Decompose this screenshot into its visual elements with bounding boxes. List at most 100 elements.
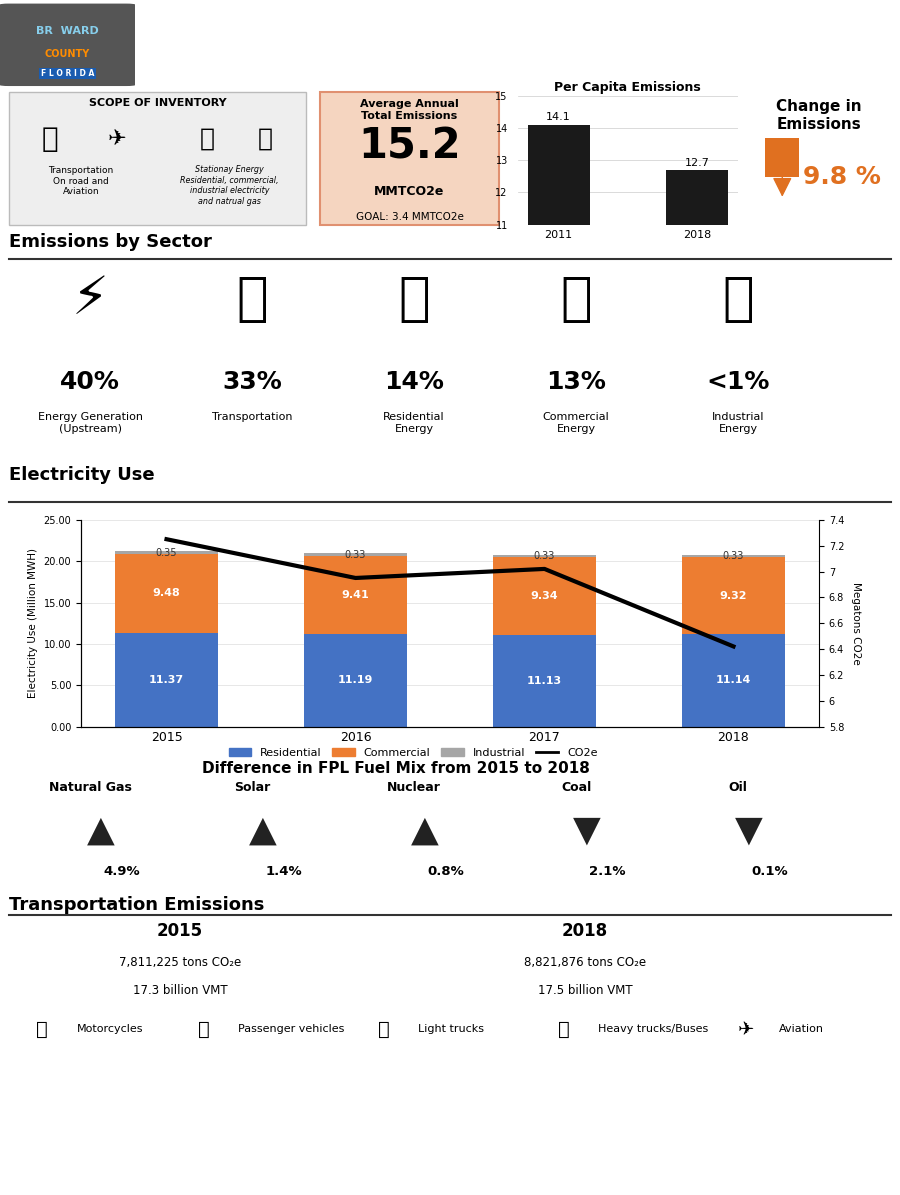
Text: 🏢: 🏢 (560, 272, 592, 325)
Text: 🚗: 🚗 (198, 1019, 210, 1038)
FancyBboxPatch shape (9, 92, 306, 225)
Text: SCOPE OF INVENTORY: SCOPE OF INVENTORY (89, 98, 226, 108)
Text: ▼: ▼ (735, 814, 762, 847)
Bar (492, 557, 597, 635)
Text: 17.3 billion VMT: 17.3 billion VMT (132, 983, 228, 997)
Text: Oil: Oil (729, 782, 747, 795)
Title: Per Capita Emissions: Per Capita Emissions (554, 81, 701, 94)
Text: Change in
Emissions: Change in Emissions (776, 99, 862, 131)
Text: Motorcycles: Motorcycles (76, 1024, 143, 1034)
Text: 2015: 2015 (157, 921, 203, 939)
Legend: Residential, Commercial, Industrial, CO2e: Residential, Commercial, Industrial, CO2… (224, 743, 602, 762)
Bar (303, 635, 408, 727)
Bar (492, 554, 597, 557)
FancyBboxPatch shape (320, 92, 500, 225)
Text: 0.33: 0.33 (534, 551, 555, 560)
Text: 14.1: 14.1 (546, 112, 571, 122)
Text: 0.1%: 0.1% (752, 865, 788, 878)
Text: Residential
Energy: Residential Energy (383, 412, 445, 434)
Bar (681, 557, 786, 635)
Text: Transportation
On road and
Aviation: Transportation On road and Aviation (49, 166, 113, 196)
Text: Light trucks: Light trucks (418, 1024, 484, 1034)
Bar (303, 553, 408, 556)
Text: 15.2: 15.2 (358, 125, 461, 167)
Text: Natural Gas: Natural Gas (49, 782, 131, 795)
Text: Passenger vehicles: Passenger vehicles (238, 1024, 345, 1034)
Text: MMTCO2e: MMTCO2e (374, 185, 445, 197)
Text: 🏍: 🏍 (36, 1019, 48, 1038)
Text: Heavy trucks/Buses: Heavy trucks/Buses (598, 1024, 709, 1034)
Text: 14%: 14% (384, 370, 444, 394)
Text: Difference in FPL Fuel Mix from 2015 to 2018: Difference in FPL Fuel Mix from 2015 to … (202, 760, 590, 776)
Text: 9.32: 9.32 (720, 590, 747, 601)
Text: 2018: 2018 (562, 921, 608, 939)
Text: ✈: ✈ (738, 1019, 754, 1038)
Text: 🏭: 🏭 (722, 272, 754, 325)
Text: Transportation: Transportation (212, 412, 292, 422)
Text: Broward County Communitywide: Broward County Communitywide (194, 13, 706, 41)
Text: COUNTY: COUNTY (45, 49, 90, 59)
Text: 11.14: 11.14 (716, 675, 751, 686)
Text: Stationay Energy
Residential, commercial,
industrial electricity
and natrual gas: Stationay Energy Residential, commercial… (180, 165, 279, 206)
Text: 12.7: 12.7 (684, 158, 709, 167)
Text: 13%: 13% (546, 370, 606, 394)
Bar (492, 635, 597, 727)
Text: Aviation: Aviation (778, 1024, 824, 1034)
Text: Industrial
Energy: Industrial Energy (712, 412, 764, 434)
Text: 🚛: 🚛 (378, 1019, 390, 1038)
Text: Commercial
Energy: Commercial Energy (543, 412, 609, 434)
Text: Electricity Use: Electricity Use (9, 466, 155, 484)
Text: For more information visit Broward.org/Climate or email Resilience@broward.org: For more information visit Broward.org/C… (196, 1159, 704, 1171)
Text: 11.19: 11.19 (338, 675, 374, 685)
Text: 🏠: 🏠 (398, 272, 430, 325)
Text: ▲: ▲ (249, 814, 276, 847)
Text: 17.5 billion VMT: 17.5 billion VMT (537, 983, 633, 997)
Text: Greenhouse Gas Inventory 2015-2018: Greenhouse Gas Inventory 2015-2018 (154, 56, 746, 84)
Text: 11.37: 11.37 (149, 674, 184, 685)
Text: ▼: ▼ (573, 814, 600, 847)
FancyBboxPatch shape (0, 4, 135, 86)
Text: <1%: <1% (706, 370, 770, 394)
Text: GOAL: 3.4 MMTCO2e: GOAL: 3.4 MMTCO2e (356, 212, 464, 221)
Text: 8,821,876 tons CO₂e: 8,821,876 tons CO₂e (524, 956, 646, 969)
Text: 2.1%: 2.1% (590, 865, 625, 878)
Text: 9.34: 9.34 (531, 590, 558, 601)
Text: 🚘: 🚘 (41, 125, 58, 153)
Text: ⚡: ⚡ (71, 272, 109, 325)
Bar (527, 124, 590, 580)
Bar (114, 554, 219, 632)
Bar (303, 556, 408, 635)
Text: 1.4%: 1.4% (266, 865, 302, 878)
Bar (114, 632, 219, 727)
Text: 0.35: 0.35 (156, 547, 177, 558)
Bar (666, 170, 728, 580)
Text: 11.13: 11.13 (526, 675, 562, 686)
Text: 🏢: 🏢 (258, 127, 273, 151)
Y-axis label: Electricity Use (Million MWH): Electricity Use (Million MWH) (28, 549, 38, 698)
Text: 0.8%: 0.8% (428, 865, 464, 878)
Text: F L O R I D A: F L O R I D A (40, 69, 94, 78)
Y-axis label: Megatons CO2e: Megatons CO2e (850, 582, 861, 664)
Text: ▲: ▲ (411, 814, 438, 847)
Text: 9.41: 9.41 (342, 590, 369, 600)
Text: 0.33: 0.33 (723, 551, 744, 560)
Text: Transportation Emissions: Transportation Emissions (9, 895, 265, 914)
Text: 9.8 %: 9.8 % (803, 165, 881, 189)
Text: 0.33: 0.33 (345, 550, 366, 559)
Text: ✈: ✈ (108, 129, 126, 149)
Text: 7,811,225 tons CO₂e: 7,811,225 tons CO₂e (119, 956, 241, 969)
Text: 🚌: 🚌 (558, 1019, 570, 1038)
Text: 40%: 40% (60, 370, 120, 394)
Text: 9.48: 9.48 (153, 588, 180, 599)
Bar (681, 554, 786, 557)
Text: 🚗: 🚗 (236, 272, 268, 325)
Text: Emissions by Sector: Emissions by Sector (9, 233, 211, 251)
Text: 🏠: 🏠 (200, 127, 214, 151)
Text: 4.9%: 4.9% (104, 865, 140, 878)
Text: ▲: ▲ (87, 814, 114, 847)
Text: Solar: Solar (234, 782, 270, 795)
FancyBboxPatch shape (765, 137, 799, 177)
Text: 33%: 33% (222, 370, 282, 394)
Text: Nuclear: Nuclear (387, 782, 441, 795)
Bar (114, 551, 219, 554)
